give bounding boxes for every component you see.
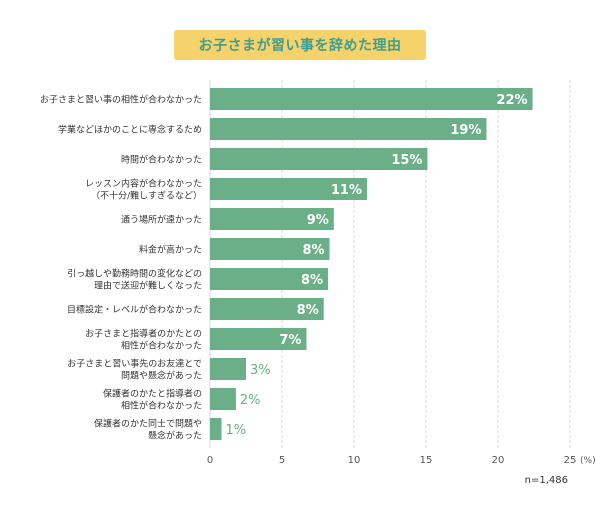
bar-10 <box>210 358 246 380</box>
category-label-6: 料金が高かった <box>139 244 202 256</box>
category-label-11-line-1: 保護者のかたと指導者の <box>103 388 202 400</box>
x-axis-unit: (%) <box>580 456 596 466</box>
x-tick-label-15: 15 <box>420 455 433 466</box>
category-label-1: お子さまと習い事の相性が合わなかった <box>40 94 202 106</box>
category-label-4-line-1: レッスン内容が合わなかった <box>85 178 202 190</box>
value-label-10: 3% <box>250 363 271 378</box>
category-label-10-line-2: 問題や懸念があった <box>121 370 202 382</box>
category-label-12-line-2: 懸念があった <box>148 430 202 442</box>
category-label-10-line-1: お子さまと習い事先のお友達とで <box>67 358 202 370</box>
bar-11 <box>210 388 236 410</box>
category-label-9-line-1: お子さまと指導者のかたとの <box>85 328 202 340</box>
category-label-2: 学業などほかのことに専念するため <box>58 124 202 136</box>
value-label-8: 8% <box>297 303 319 318</box>
x-tick-label-5: 5 <box>279 455 285 466</box>
sample-size-note: n=1,486 <box>524 475 568 486</box>
bar-2 <box>210 118 487 140</box>
category-label-4-line-2: （不十分/難しすぎるなど） <box>91 190 202 202</box>
x-tick-label-20: 20 <box>492 455 505 466</box>
category-label-11-line-2: 相性が合わなかった <box>121 400 202 412</box>
value-label-5: 9% <box>307 213 329 228</box>
chart-title-banner: お子さまが習い事を辞めた理由 <box>174 30 426 60</box>
category-label-9-line-2: 相性が合わなかった <box>121 340 202 352</box>
bar-3 <box>210 148 428 170</box>
category-label-3: 時間が合わなかった <box>121 154 202 166</box>
value-label-4: 11% <box>331 183 362 198</box>
value-label-11: 2% <box>240 393 261 408</box>
x-tick-label-25: 25 <box>564 455 577 466</box>
bar-8 <box>210 298 324 320</box>
chart-title: お子さまが習い事を辞めた理由 <box>198 38 402 54</box>
bar-5 <box>210 208 334 230</box>
value-label-12: 1% <box>226 423 247 438</box>
category-label-7-line-2: 理由で送迎が難しくなった <box>94 280 202 292</box>
bar-6 <box>210 238 330 260</box>
category-label-8: 目標設定・レベルが合わなかった <box>67 304 202 316</box>
value-label-1: 22% <box>496 93 527 108</box>
x-tick-label-10: 10 <box>348 455 361 466</box>
bar-1 <box>210 88 533 110</box>
bar-4 <box>210 178 367 200</box>
value-label-7: 8% <box>301 273 323 288</box>
x-tick-label-0: 0 <box>207 455 213 466</box>
bar-7 <box>210 268 329 290</box>
value-label-3: 15% <box>391 153 422 168</box>
value-label-6: 8% <box>302 243 324 258</box>
value-label-9: 7% <box>279 333 301 348</box>
category-label-7-line-1: 引っ越しや勤務時間の変化などの <box>67 268 202 280</box>
value-label-2: 19% <box>450 123 481 138</box>
category-label-12-line-1: 保護者のかた同士で問題や <box>94 418 202 430</box>
bar-9 <box>210 328 307 350</box>
bar-12 <box>210 418 222 440</box>
category-label-5: 通う場所が遠かった <box>121 214 202 226</box>
